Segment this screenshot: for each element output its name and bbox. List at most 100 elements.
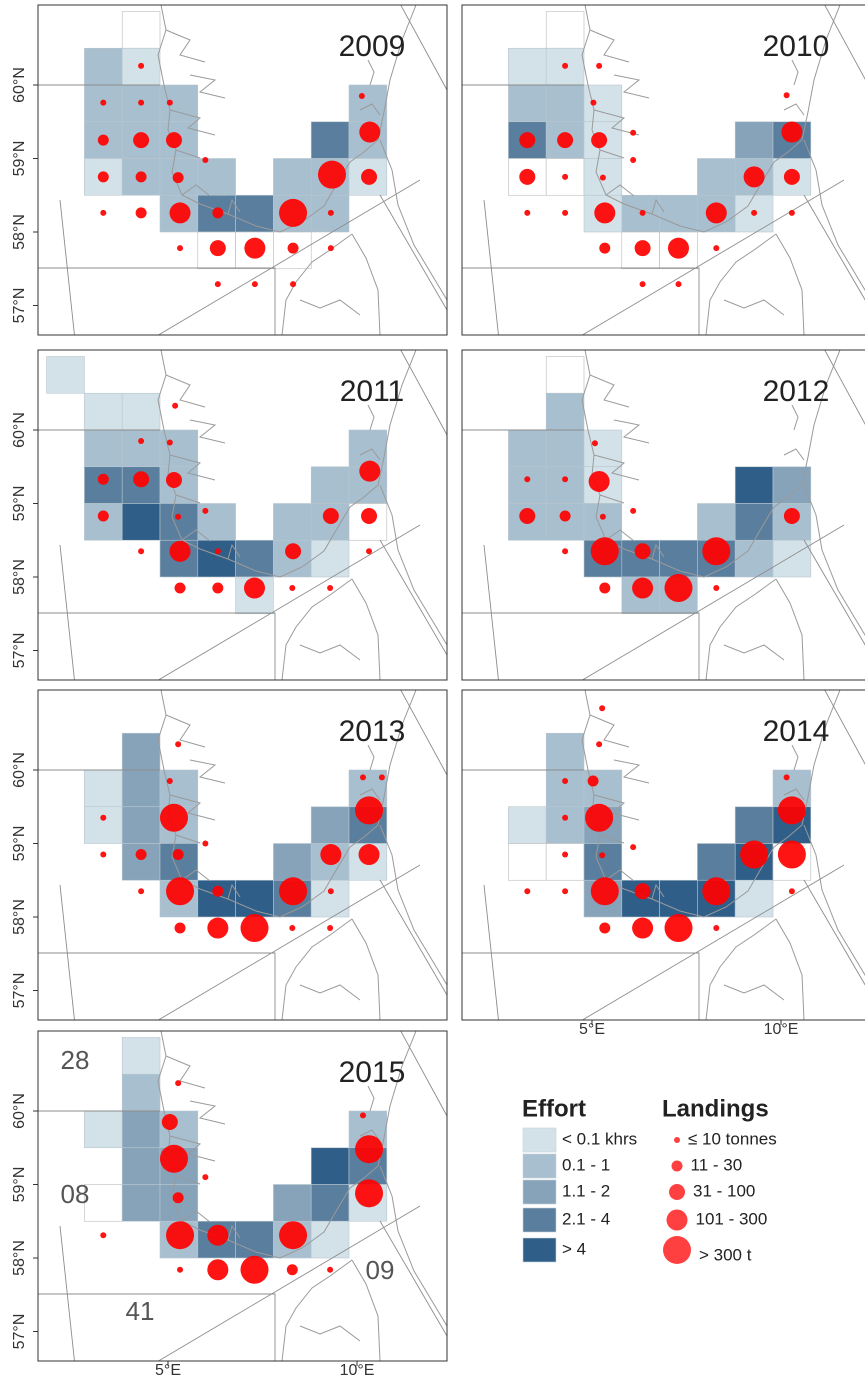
landings-circle bbox=[740, 840, 769, 869]
effort-cell bbox=[772, 539, 812, 578]
landings-circle bbox=[244, 577, 265, 599]
lon-tick-label: 10°E bbox=[340, 1362, 375, 1377]
landings-circle bbox=[664, 574, 693, 603]
landings-circle bbox=[634, 543, 651, 560]
panel-frame bbox=[461, 4, 865, 336]
effort-cell bbox=[310, 1220, 350, 1259]
landings-circle bbox=[562, 851, 569, 858]
effort-cell bbox=[545, 503, 585, 541]
landings-circle bbox=[783, 92, 790, 99]
effort-cell bbox=[197, 539, 236, 578]
landings-circle bbox=[783, 168, 800, 185]
landings-circle bbox=[596, 741, 603, 748]
lat-tick-label: 59°N bbox=[11, 826, 28, 862]
landings-circle bbox=[100, 851, 107, 858]
effort-cell bbox=[235, 194, 274, 233]
lat-tick-label: 58°N bbox=[11, 559, 28, 595]
effort-cell bbox=[46, 356, 85, 394]
effort-legend-label: 1.1 - 2 bbox=[562, 1181, 610, 1200]
landings-circle bbox=[355, 1135, 384, 1164]
landings-circle bbox=[138, 99, 145, 106]
landings-circle bbox=[378, 774, 385, 781]
effort-cell bbox=[84, 806, 123, 844]
landings-circle bbox=[630, 156, 637, 163]
lat-tick-label: 59°N bbox=[11, 486, 28, 522]
map-panel: 2011 60°N 59°N 58°N 57°N bbox=[11, 349, 448, 681]
effort-cell bbox=[310, 1147, 350, 1185]
effort-cell bbox=[121, 1037, 161, 1075]
effort-cell bbox=[84, 1184, 123, 1222]
landings-circle bbox=[207, 1259, 229, 1281]
effort-swatch bbox=[522, 1179, 557, 1205]
lat-tick-label: 60°N bbox=[11, 752, 28, 788]
landings-circle bbox=[562, 62, 569, 69]
effort-cell bbox=[508, 806, 547, 844]
landings-circle bbox=[202, 507, 209, 514]
landings-circle bbox=[138, 438, 145, 445]
effort-cell bbox=[235, 879, 274, 918]
effort-cell bbox=[583, 503, 623, 541]
landings-circle bbox=[713, 585, 720, 592]
landings-circle bbox=[519, 168, 536, 185]
landings-circle bbox=[285, 543, 302, 560]
landings-circle bbox=[705, 202, 727, 224]
landings-circle bbox=[562, 888, 569, 895]
landings-circle bbox=[165, 132, 182, 149]
effort-cell bbox=[310, 466, 350, 504]
landings-circle bbox=[355, 1179, 384, 1208]
landings-circle bbox=[166, 877, 195, 906]
effort-cell bbox=[659, 194, 698, 233]
landings-circle bbox=[169, 202, 191, 224]
effort-cell bbox=[659, 879, 698, 918]
area-label: 28 bbox=[61, 1045, 90, 1075]
area-label: 09 bbox=[366, 1255, 395, 1285]
landings-circle bbox=[133, 132, 150, 149]
landings-circle bbox=[639, 281, 646, 288]
year-label: 2015 bbox=[339, 1056, 406, 1089]
landings-circle bbox=[702, 537, 731, 566]
landings-legend-label: 101 - 300 bbox=[696, 1209, 768, 1228]
landings-circle bbox=[327, 245, 334, 252]
landings-circle bbox=[630, 844, 637, 851]
effort-swatch bbox=[522, 1207, 557, 1233]
map-content bbox=[462, 350, 865, 680]
landings-circle bbox=[279, 198, 308, 227]
landings-circle bbox=[562, 476, 569, 483]
effort-cell bbox=[310, 539, 350, 578]
effort-swatch bbox=[522, 1237, 557, 1263]
effort-cell bbox=[84, 503, 123, 541]
lat-tick-label: 57°N bbox=[11, 973, 28, 1009]
landings-circle bbox=[322, 507, 339, 524]
effort-legend-label: > 4 bbox=[562, 1239, 586, 1258]
year-label: 2009 bbox=[339, 30, 406, 63]
landings-circle bbox=[358, 844, 380, 866]
panel-frame bbox=[37, 4, 448, 336]
effort-cell bbox=[697, 503, 736, 541]
effort-cell bbox=[734, 879, 774, 918]
effort-cell bbox=[310, 879, 350, 918]
landings-circle bbox=[240, 914, 269, 943]
landings-circle bbox=[251, 281, 258, 288]
map-content bbox=[38, 1031, 447, 1361]
effort-cell bbox=[84, 392, 123, 431]
effort-cell bbox=[121, 392, 161, 431]
landings-circle bbox=[100, 1232, 107, 1239]
effort-cell bbox=[235, 539, 274, 578]
effort-swatch bbox=[522, 1127, 557, 1153]
panel-frame bbox=[37, 1030, 448, 1362]
effort-cell bbox=[545, 732, 585, 771]
landings-circle bbox=[214, 281, 221, 288]
landings-circle bbox=[133, 471, 150, 488]
lat-tick-label: 57°N bbox=[11, 633, 28, 669]
landings-circle bbox=[743, 166, 765, 188]
landings-circle bbox=[587, 775, 599, 787]
effort-cell bbox=[121, 503, 161, 541]
landings-circle bbox=[166, 1221, 195, 1250]
landings-swatch bbox=[663, 1236, 691, 1264]
effort-cell bbox=[84, 466, 123, 504]
landings-circle bbox=[100, 209, 107, 216]
landings-circle bbox=[175, 741, 182, 748]
landings-circle bbox=[359, 1112, 366, 1119]
landings-circle bbox=[361, 168, 378, 185]
